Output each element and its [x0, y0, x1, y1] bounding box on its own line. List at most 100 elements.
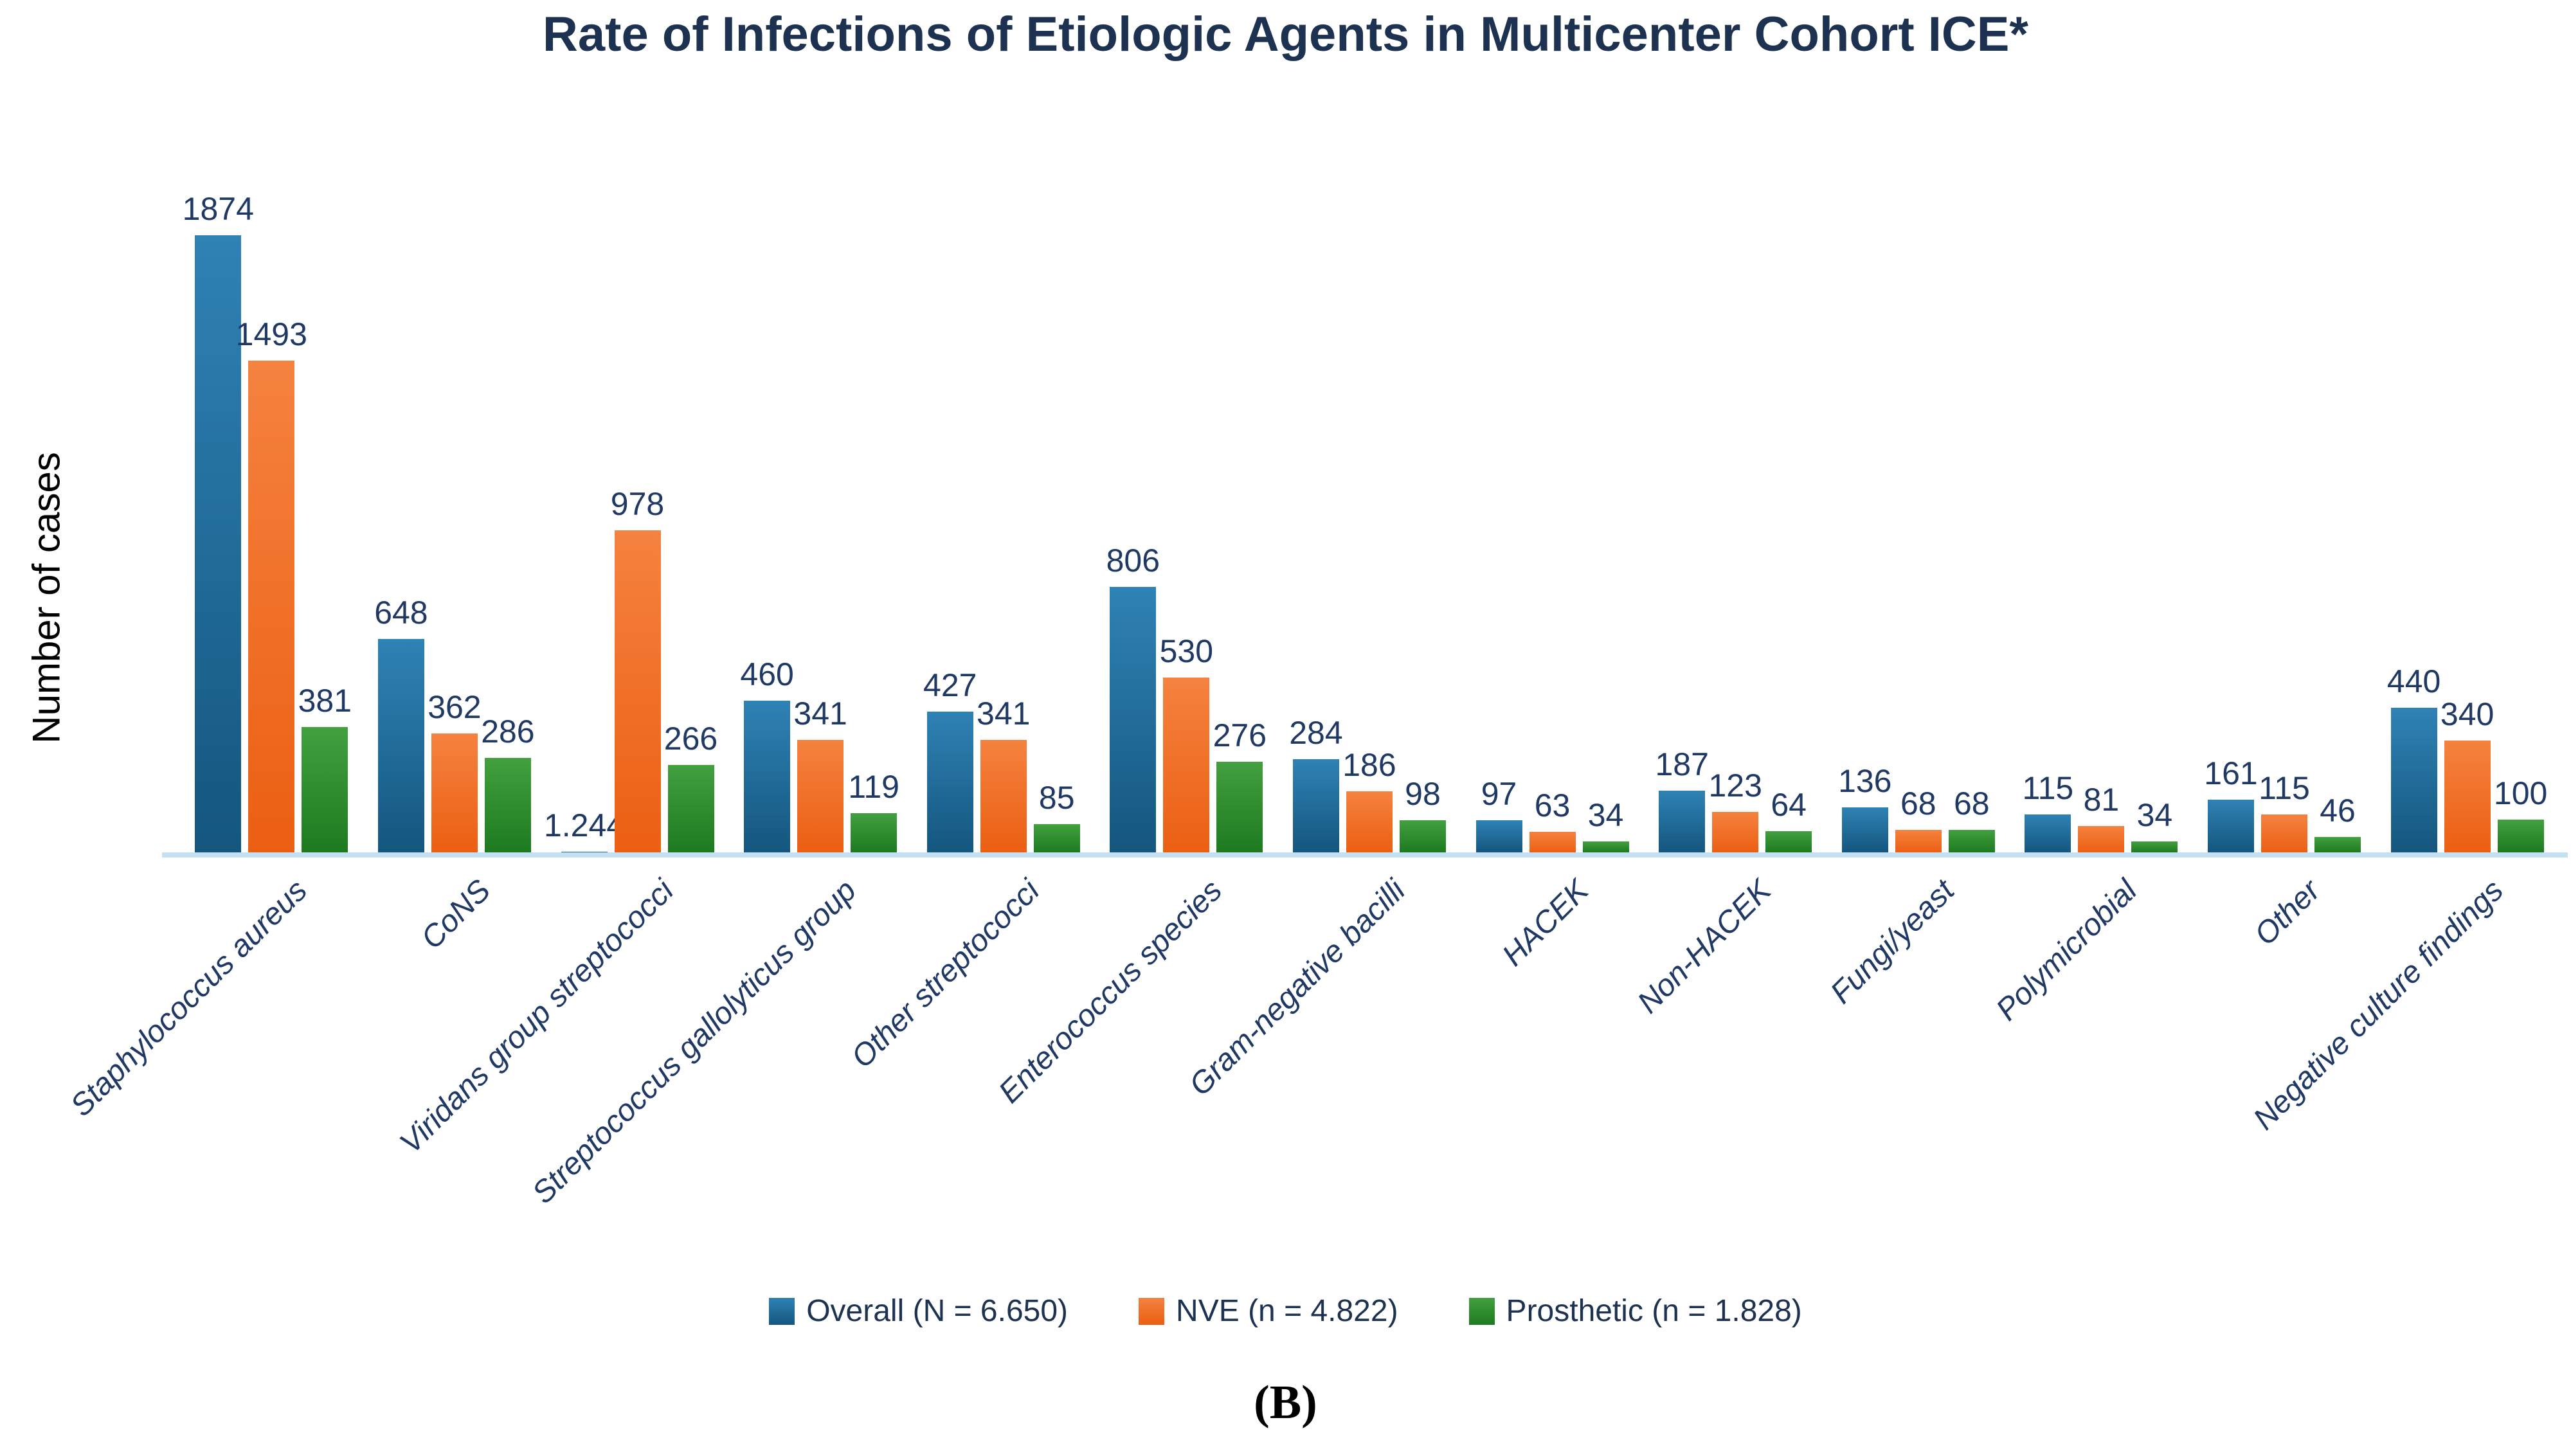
legend-label: Overall (N = 6.650)	[806, 1294, 1069, 1328]
bar: 806	[1106, 543, 1160, 852]
legend-swatch-icon	[1468, 1297, 1495, 1325]
bar-value-label: 98	[1405, 776, 1441, 812]
category-label: Fungi/yeast	[1824, 873, 1961, 1011]
legend-label: Prosthetic (n = 1.828)	[1506, 1294, 1802, 1328]
bar-group: 806 530 276	[1095, 235, 1278, 852]
bar: 530	[1160, 633, 1213, 852]
bar-value-label: 1.244	[543, 807, 625, 843]
bar: 186	[1342, 747, 1396, 852]
bar: 68	[1948, 786, 1995, 852]
bar: 978	[611, 486, 664, 852]
bar-value-label: 34	[2136, 797, 2173, 833]
bar-group: 1.244 978 266	[543, 235, 729, 852]
bar-value-label: 115	[2022, 770, 2074, 806]
bar-value-label: 63	[1534, 787, 1571, 823]
category-label: CoNS	[415, 873, 498, 956]
bar: 98	[1399, 776, 1446, 852]
category-cell: Non-HACEK	[1631, 869, 1827, 1203]
bar-group: 97 63 34	[1461, 235, 1644, 852]
bar: 1874	[183, 191, 254, 852]
bar-value-label: 115	[2259, 770, 2310, 806]
category-label: HACEK	[1495, 873, 1595, 973]
bar: 341	[977, 696, 1030, 852]
bar-value-label: 1493	[235, 316, 307, 352]
legend-item: Prosthetic (n = 1.828)	[1468, 1293, 1802, 1329]
bar-group: 187 123 64	[1644, 235, 1827, 852]
bar: 34	[1582, 797, 1629, 852]
plot-area: 1874 1493 381 648 362 286 1.244 978 266 460 341 119…	[180, 191, 2559, 852]
bar-value-label: 85	[1038, 780, 1075, 816]
bar: 266	[664, 721, 717, 852]
bar-value-label: 136	[1838, 763, 1892, 799]
bar-group: 136 68 68	[1827, 235, 2010, 852]
bar-value-label: 1874	[182, 191, 254, 227]
y-axis-label: Number of cases	[24, 452, 68, 744]
bar-value-label: 186	[1342, 747, 1396, 783]
bar: 97	[1475, 776, 1522, 852]
bar-value-label: 34	[1587, 797, 1624, 833]
bar: 46	[2314, 793, 2361, 852]
bar-value-label: 341	[793, 696, 847, 732]
panel-caption: (B)	[1254, 1376, 1317, 1429]
bar: 119	[848, 769, 899, 852]
bar-value-label: 460	[740, 656, 794, 692]
bar: 381	[298, 683, 352, 852]
bar-value-label: 286	[481, 714, 535, 750]
bar-value-label: 161	[2204, 755, 2258, 791]
bar: 85	[1033, 780, 1080, 852]
bar-value-label: 341	[977, 696, 1031, 732]
bar-value-label: 100	[2493, 775, 2548, 811]
bar: 284	[1289, 715, 1343, 852]
bar-group: 161 115 46	[2193, 235, 2376, 852]
bar-value-label: 340	[2440, 696, 2494, 732]
legend-swatch-icon	[1139, 1297, 1165, 1325]
bar-group: 427 341 85	[912, 235, 1095, 852]
bar: 460	[740, 656, 794, 852]
legend: Overall (N = 6.650) NVE (n = 4.822) Prosth…	[0, 1293, 2571, 1329]
bar-value-label: 648	[374, 595, 428, 631]
bar: 427	[923, 667, 977, 852]
bar-value-label: 46	[2320, 793, 2356, 829]
bar: 1493	[236, 316, 307, 852]
bar-value-label: 266	[663, 721, 718, 757]
category-cell: HACEK	[1461, 869, 1644, 1203]
bar-value-label: 284	[1289, 715, 1343, 751]
bar: 68	[1895, 786, 1942, 852]
category-cell: Negative culture findings	[2247, 869, 2559, 1203]
bar-group: 648 362 286	[363, 235, 546, 852]
category-cell: Gram-negative bacilli	[1183, 869, 1461, 1203]
bar-group: 1874 1493 381	[180, 191, 363, 852]
category-label: Polymicrobial	[1990, 873, 2144, 1028]
bar-value-label: 123	[1708, 768, 1762, 804]
category-label: Non-HACEK	[1631, 873, 1778, 1020]
bar: 340	[2440, 696, 2494, 852]
bar: 34	[2131, 797, 2178, 852]
bar: 276	[1213, 717, 1267, 852]
category-label: Staphylococcus aureus	[64, 873, 314, 1124]
bar-value-label: 97	[1481, 776, 1517, 812]
category-label: Other	[2248, 873, 2327, 953]
chart-title: Rate of Infections of Etiologic Agents i…	[542, 7, 2029, 62]
x-axis-line	[162, 852, 2568, 858]
bar-value-label: 440	[2386, 663, 2441, 699]
category-cell: Fungi/yeast	[1824, 869, 2010, 1203]
legend-item: NVE (n = 4.822)	[1139, 1293, 1398, 1329]
bar: 123	[1708, 768, 1762, 852]
legend-label: NVE (n = 4.822)	[1176, 1294, 1398, 1328]
bar-value-label: 530	[1159, 633, 1214, 669]
category-cell: Staphylococcus aureus	[64, 869, 363, 1203]
category-cell: Polymicrobial	[1990, 869, 2193, 1203]
bar-value-label: 427	[923, 667, 977, 703]
bar: 100	[2494, 775, 2547, 852]
bar-value-label: 381	[298, 683, 352, 719]
bar-value-label: 806	[1106, 543, 1160, 579]
bar-value-label: 68	[1900, 786, 1936, 822]
bar-group: 284 186 98	[1278, 235, 1461, 852]
bar: 341	[793, 696, 847, 852]
bar: 115	[2023, 770, 2073, 852]
bar: 187	[1655, 746, 1709, 852]
bar: 115	[2259, 770, 2310, 852]
bar-value-label: 276	[1213, 717, 1267, 753]
bar: 362	[428, 689, 482, 852]
